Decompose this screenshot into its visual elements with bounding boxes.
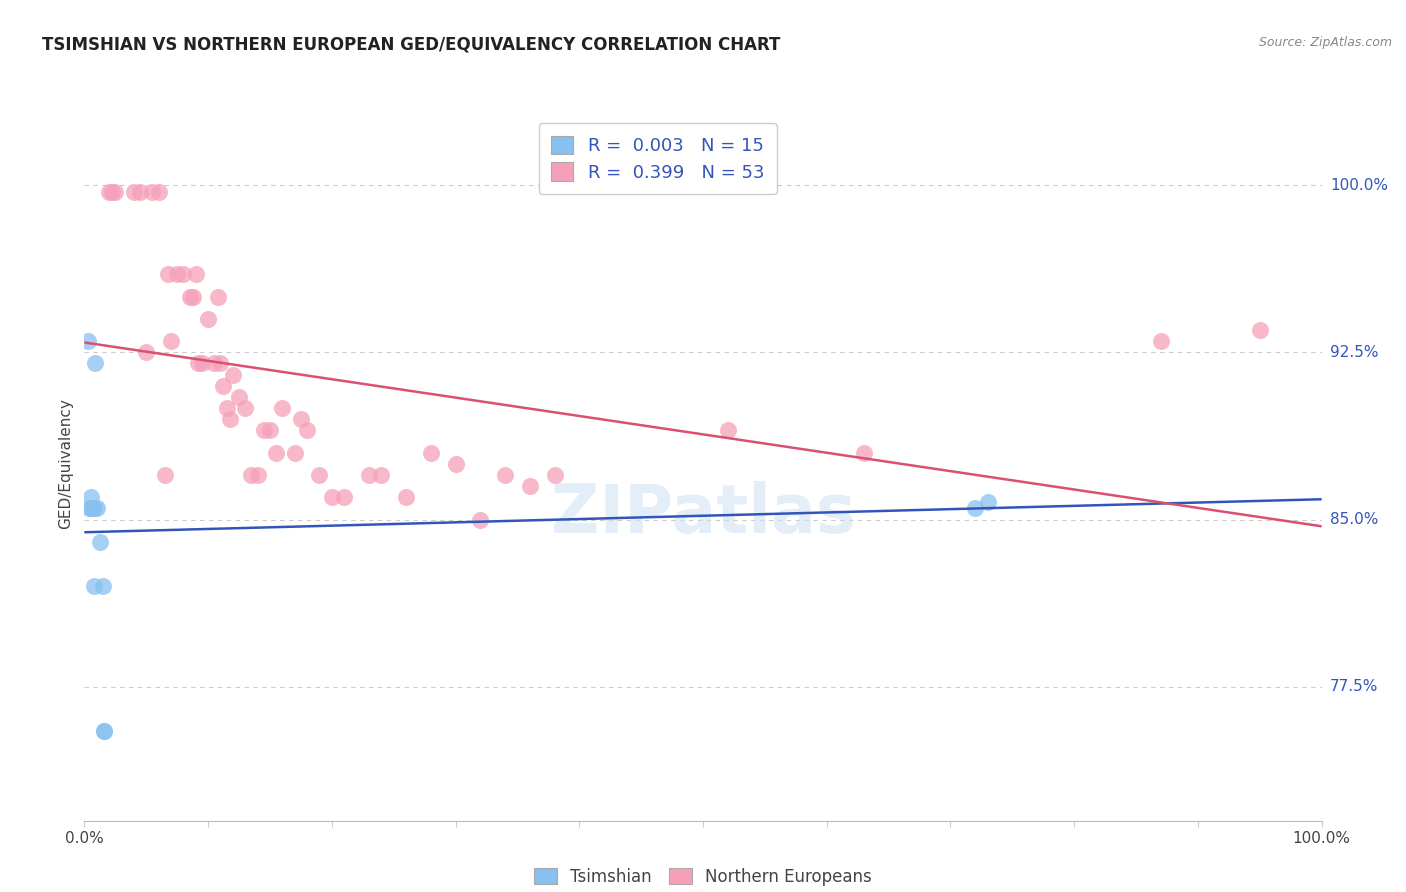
Point [184,268,207,282]
Point [98,185,121,199]
Point [122,185,145,199]
Point [253,423,276,437]
Point [259,423,281,437]
Point [93,724,115,739]
Point [222,368,245,382]
Point [160,334,183,348]
Point [333,490,356,504]
Point [89,534,111,549]
Point [543,467,565,482]
Point [321,490,343,504]
Point [79,490,101,504]
Point [179,289,201,303]
Text: 85.0%: 85.0% [1330,512,1378,527]
Point [1249,323,1271,337]
Text: Source: ZipAtlas.com: Source: ZipAtlas.com [1258,36,1392,49]
Point [86,501,108,516]
Point [207,289,229,303]
Point [965,501,987,516]
Legend: Tsimshian, Northern Europeans: Tsimshian, Northern Europeans [526,860,880,892]
Point [246,467,269,482]
Point [79,501,101,516]
Text: 100.0%: 100.0% [1330,178,1388,193]
Point [83,579,105,593]
Point [717,423,740,437]
Text: TSIMSHIAN VS NORTHERN EUROPEAN GED/EQUIVALENCY CORRELATION CHART: TSIMSHIAN VS NORTHERN EUROPEAN GED/EQUIV… [42,36,780,54]
Point [852,445,875,459]
Text: ZIPatlas: ZIPatlas [551,481,855,547]
Point [84,356,107,370]
Point [494,467,516,482]
Point [172,268,194,282]
Point [357,467,380,482]
Point [197,311,219,326]
Point [212,378,235,392]
Point [157,268,180,282]
Point [284,445,307,459]
Point [135,345,157,359]
Point [419,445,441,459]
Point [219,412,242,426]
Point [191,356,214,370]
Point [77,334,100,348]
Point [129,185,152,199]
Point [91,579,114,593]
Point [976,494,998,508]
Point [233,401,256,415]
Point [290,412,312,426]
Y-axis label: GED/Equivalency: GED/Equivalency [58,399,73,529]
Text: 92.5%: 92.5% [1330,345,1378,359]
Point [215,401,238,415]
Point [141,185,163,199]
Point [100,185,122,199]
Point [240,467,263,482]
Point [187,356,209,370]
Point [470,512,492,526]
Point [1150,334,1173,348]
Point [79,501,101,516]
Point [519,479,541,493]
Point [308,467,330,482]
Point [83,501,105,516]
Point [271,401,294,415]
Point [228,390,250,404]
Text: 77.5%: 77.5% [1330,680,1378,694]
Point [395,490,418,504]
Point [264,445,287,459]
Point [104,185,127,199]
Point [166,268,188,282]
Point [202,356,225,370]
Point [181,289,204,303]
Point [148,185,170,199]
Point [370,467,392,482]
Point [153,467,176,482]
Point [209,356,232,370]
Point [444,457,467,471]
Point [295,423,318,437]
Point [93,724,115,739]
Point [82,501,104,516]
